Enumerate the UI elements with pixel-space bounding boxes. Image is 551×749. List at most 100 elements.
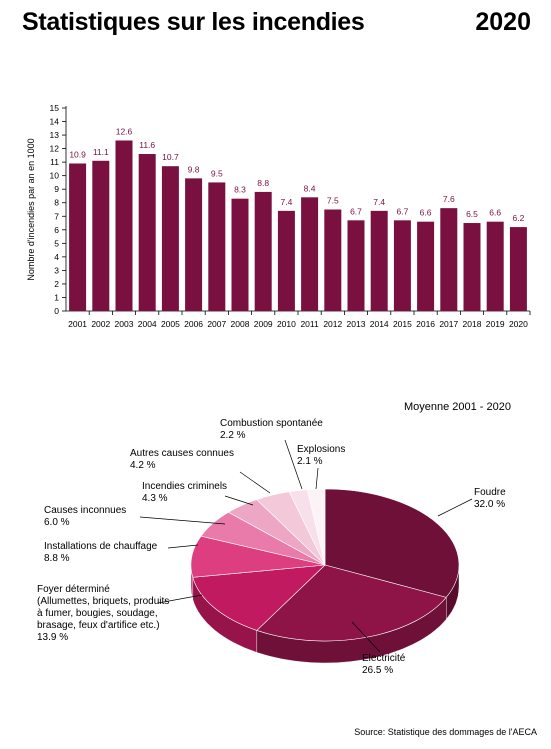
y-tick-label: 8 [54, 198, 59, 208]
y-tick-label: 15 [50, 103, 60, 113]
pie-slice [256, 564, 447, 642]
bar [393, 220, 411, 311]
bar [277, 210, 295, 311]
bar [185, 178, 203, 311]
y-tick-label: 6 [54, 225, 59, 235]
pie-slice-percent: 32.0 % [474, 499, 505, 510]
bar-value-label: 7.6 [443, 194, 455, 204]
pie-leader-line [315, 467, 319, 490]
x-tick-label: 2018 [463, 319, 482, 329]
pie-top [190, 488, 460, 642]
y-tick-label: 5 [54, 238, 59, 248]
year-heading: 2020 [475, 8, 531, 36]
pie-leader-line [437, 498, 473, 517]
bar-value-label: 11.6 [139, 140, 155, 150]
x-tick-label: 2006 [184, 319, 203, 329]
y-tick-label: 14 [50, 117, 60, 127]
bar-value-label: 7.5 [327, 196, 339, 206]
x-tick-label: 2020 [509, 319, 528, 329]
bar [254, 191, 272, 311]
bar-value-label: 8.8 [257, 178, 269, 188]
x-tick-label: 2008 [231, 319, 250, 329]
bar-value-label: 8.4 [304, 183, 316, 193]
bar [115, 140, 133, 311]
x-tick-label: 2017 [439, 319, 458, 329]
pie-leader-line [167, 544, 199, 549]
x-tick-label: 2002 [91, 319, 110, 329]
pie-slice-name: (Allumettes, briquets, produits [37, 596, 169, 607]
bar-value-label: 6.5 [466, 209, 478, 219]
bar-value-label: 10.9 [69, 149, 86, 159]
pie-slice-name: Foudre [474, 487, 506, 498]
pie-leader-line [284, 439, 303, 490]
x-tick-label: 2019 [486, 319, 505, 329]
y-tick-label: 3 [54, 265, 59, 275]
pie-slice-name: brasage, feux d'artifice etc.) [37, 620, 160, 631]
bar [92, 160, 110, 311]
pie-slice-name: Foyer déterminé [37, 584, 110, 595]
y-tick-label: 9 [54, 184, 59, 194]
bar-value-label: 8.3 [234, 185, 246, 195]
pie-slice-percent: 6.0 % [44, 517, 70, 528]
bar-value-label: 10.7 [162, 152, 179, 162]
x-tick-label: 2014 [370, 319, 389, 329]
y-tick-label: 12 [50, 144, 60, 154]
y-tick-label: 0 [54, 306, 59, 316]
pie-leader-line [157, 594, 203, 604]
y-tick-label: 4 [54, 252, 59, 262]
pie-slice-percent: 4.3 % [142, 493, 168, 504]
x-tick-label: 2011 [300, 319, 319, 329]
bar [138, 154, 156, 311]
bar [347, 220, 365, 311]
pie-slice-name: Explosions [297, 444, 345, 455]
x-tick-label: 2005 [161, 319, 180, 329]
source-note: Source: Statistique des dommages de l'AE… [354, 727, 537, 737]
pie-slice-percent: 26.5 % [362, 665, 393, 676]
y-tick-label: 2 [54, 279, 59, 289]
pie-slice-name: Electricité [362, 653, 406, 664]
x-tick-label: 2009 [254, 319, 273, 329]
pie-slice-name: Installations de chauffage [44, 541, 158, 552]
pie-slice-percent: 4.2 % [130, 460, 156, 471]
bar-value-label: 9.5 [211, 168, 223, 178]
bar [463, 223, 481, 311]
bar [231, 198, 249, 311]
bar-value-label: 12.6 [116, 126, 133, 136]
pie-slice-percent: 2.1 % [297, 456, 323, 467]
bar-value-label: 7.4 [280, 197, 292, 207]
bar [440, 208, 458, 311]
pie-slice-percent: 8.8 % [44, 553, 70, 564]
x-tick-label: 2010 [277, 319, 296, 329]
pie-slice [324, 488, 460, 598]
bar-value-label: 11.1 [93, 147, 109, 157]
x-tick-label: 2016 [416, 319, 435, 329]
bar-value-label: 6.7 [396, 206, 408, 216]
pie-slice-name: Causes inconnues [44, 505, 126, 516]
y-tick-label: 11 [50, 157, 59, 167]
pie-slice-name: Combustion spontanée [220, 418, 323, 429]
pie-slice [306, 488, 326, 566]
bar-value-label: 6.2 [512, 213, 524, 223]
x-tick-label: 2004 [138, 319, 157, 329]
x-tick-label: 2003 [115, 319, 134, 329]
bar-value-label: 9.8 [188, 164, 200, 174]
bar [208, 182, 226, 311]
pie-slice-percent: 2.2 % [220, 430, 246, 441]
page-title: Statistiques sur les incendies [22, 8, 365, 36]
pie-leader-line [139, 516, 226, 525]
y-tick-label: 10 [50, 171, 60, 181]
bar [370, 210, 388, 311]
bar-value-label: 7.4 [373, 197, 385, 207]
x-tick-label: 2013 [347, 319, 366, 329]
pie-slice-name: Incendies criminels [142, 481, 227, 492]
x-tick-label: 2015 [393, 319, 412, 329]
bar [161, 166, 179, 311]
pie-slice-percent: 13.9 % [37, 632, 68, 643]
bar [417, 221, 435, 311]
pie-leader-line [351, 621, 381, 653]
y-axis-label: Nombre d'incendies par an en 1000 [26, 138, 36, 280]
y-tick-label: 13 [50, 130, 60, 140]
bar [486, 221, 504, 311]
